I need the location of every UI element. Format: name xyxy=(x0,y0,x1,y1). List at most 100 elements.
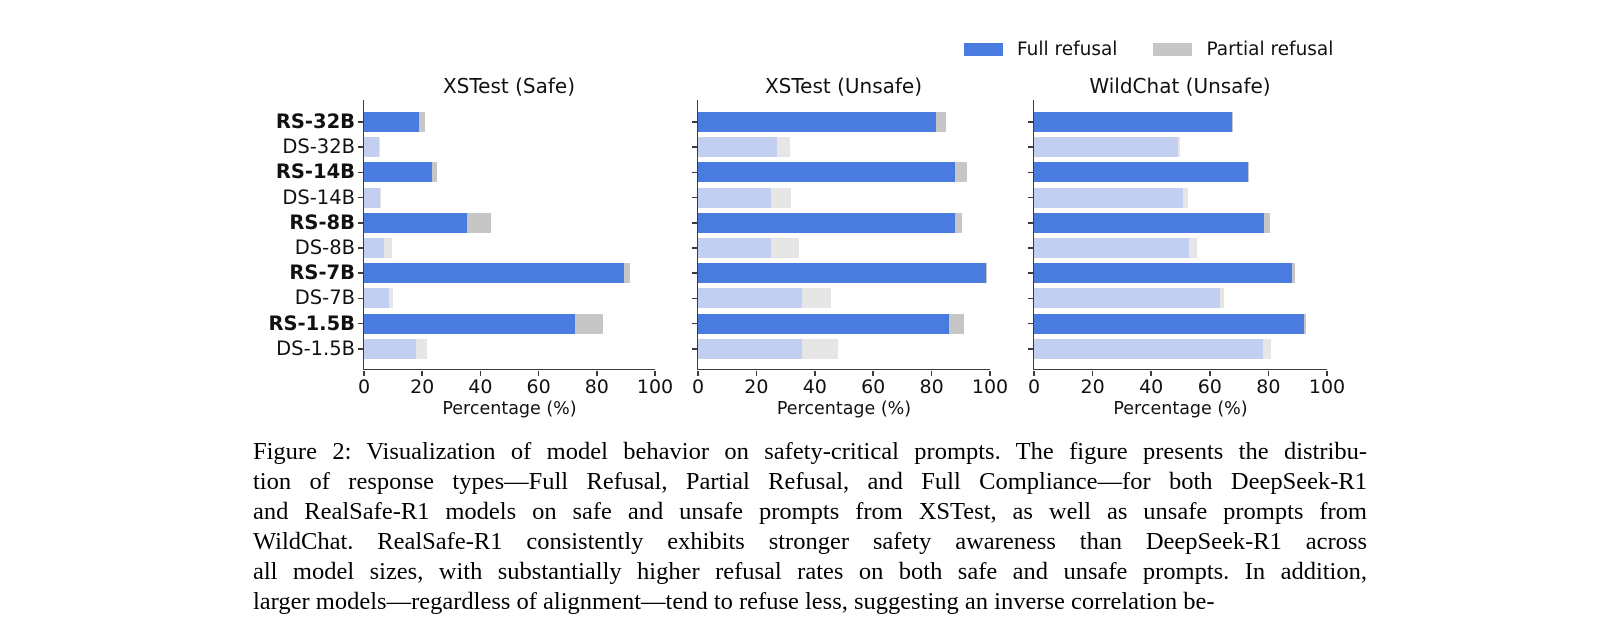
y-tick-mark xyxy=(357,272,363,274)
bar-partial-DS-1.5B xyxy=(1262,338,1272,359)
chart-panel-1: XSTest (Unsafe) Percentage (%) 0 20 40 60 80… xyxy=(691,74,1008,419)
x-tick-mark xyxy=(1033,371,1035,376)
y-label-RS-14B: RS-14B xyxy=(275,160,355,184)
bar-full-RS-8B xyxy=(698,212,955,233)
x-tick-label: 20 xyxy=(1080,376,1105,398)
x-tick-mark xyxy=(1150,371,1152,376)
y-tick-mark xyxy=(691,272,697,274)
bar-partial-DS-1.5B xyxy=(801,338,839,359)
bar-full-RS-32B xyxy=(364,112,420,132)
plot-area: Percentage (%) 0 20 40 60 80 100 xyxy=(357,100,673,419)
legend-label-partial-refusal: Partial refusal xyxy=(1206,39,1334,60)
bar-full-RS-14B xyxy=(364,162,433,183)
bar-partial-DS-8B xyxy=(1189,238,1197,258)
bar-full-RS-14B xyxy=(698,162,955,183)
bar-partial-DS-14B xyxy=(771,187,792,208)
bar-full-DS-32B xyxy=(698,137,777,158)
bar-full-DS-7B xyxy=(364,288,389,309)
y-tick-mark xyxy=(357,297,363,300)
x-tick-mark xyxy=(1091,371,1094,376)
x-tick-label: 0 xyxy=(691,376,705,398)
bar-full-RS-8B xyxy=(1034,212,1264,233)
bar-partial-DS-7B xyxy=(388,288,394,309)
figure-caption: Figure 2: Visualization of model behavio… xyxy=(253,437,1367,617)
y-tick-mark xyxy=(1027,348,1033,350)
bar-partial-RS-1.5B xyxy=(574,313,603,334)
caption-line: tion of response types—Full Refusal, Par… xyxy=(253,468,1367,495)
bar-partial-DS-8B xyxy=(384,238,392,258)
bar-partial-RS-8B xyxy=(467,212,491,233)
legend-item-full-refusal: Full refusal xyxy=(964,39,1117,60)
x-tick-mark xyxy=(363,371,365,376)
bar-full-DS-8B xyxy=(364,238,385,258)
bar-full-DS-1.5B xyxy=(1034,338,1263,359)
y-tick-mark xyxy=(357,322,363,325)
y-tick-mark xyxy=(691,196,697,199)
y-tick-mark xyxy=(691,171,697,174)
x-tick-mark xyxy=(1326,371,1328,376)
bar-full-DS-32B xyxy=(1034,137,1178,158)
caption-line: WildChat. RealSafe-R1 consistently exhib… xyxy=(253,528,1367,555)
bar-full-DS-14B xyxy=(698,187,771,208)
partial-refusal-swatch xyxy=(1153,43,1193,56)
x-tick-label: 80 xyxy=(919,376,944,398)
y-label-DS-1.5B: DS-1.5B xyxy=(276,336,355,360)
x-tick-label: 80 xyxy=(1256,376,1281,398)
x-tick-label: 20 xyxy=(410,376,435,398)
caption-line: Figure 2: Visualization of model behavio… xyxy=(253,438,1367,465)
bar-full-RS-32B xyxy=(1034,112,1232,132)
x-tick-mark xyxy=(872,371,874,376)
y-tick-mark xyxy=(691,247,697,249)
bar-partial-RS-8B xyxy=(1264,212,1270,233)
bar-full-RS-1.5B xyxy=(364,313,575,334)
y-tick-mark xyxy=(691,146,697,148)
bar-partial-RS-14B xyxy=(954,162,967,183)
full-refusal-swatch xyxy=(964,43,1003,56)
y-tick-mark xyxy=(1027,322,1033,325)
x-tick-label: 60 xyxy=(861,376,886,398)
x-tick-label: 0 xyxy=(357,376,371,398)
chart-legend: Full refusal Partial refusal xyxy=(964,39,1333,60)
bar-full-DS-1.5B xyxy=(698,338,802,359)
bar-full-RS-8B xyxy=(364,212,468,233)
bar-partial-RS-7B xyxy=(985,263,988,284)
chart-title-xstest-unsafe: XSTest (Unsafe) xyxy=(764,74,923,98)
bar-full-RS-32B xyxy=(698,112,936,132)
caption-line: larger models—regardless of alignment—te… xyxy=(253,588,1215,615)
x-tick-label: 80 xyxy=(584,376,609,398)
legend-label-full-refusal: Full refusal xyxy=(1017,39,1118,60)
y-tick-mark xyxy=(357,146,363,148)
y-tick-mark xyxy=(357,121,363,123)
x-tick-label: 40 xyxy=(468,376,493,398)
y-tick-mark xyxy=(357,222,363,224)
y-tick-mark xyxy=(1027,247,1033,249)
x-axis-label: Percentage (%) xyxy=(776,399,912,419)
legend-item-partial-refusal: Partial refusal xyxy=(1153,39,1333,60)
y-tick-mark xyxy=(691,121,697,123)
bar-partial-DS-7B xyxy=(801,288,831,309)
y-label-DS-8B: DS-8B xyxy=(294,236,355,260)
x-tick-label: 60 xyxy=(526,376,551,398)
y-label-RS-7B: RS-7B xyxy=(289,261,355,285)
y-tick-mark xyxy=(691,297,697,300)
x-tick-mark xyxy=(930,371,933,376)
y-tick-mark xyxy=(357,171,363,174)
bar-partial-RS-8B xyxy=(954,212,963,233)
x-tick-label: 100 xyxy=(971,376,1009,398)
x-tick-label: 100 xyxy=(636,376,674,398)
y-tick-mark xyxy=(1027,196,1033,199)
bar-full-DS-1.5B xyxy=(364,338,417,359)
chart-title-xstest-safe: XSTest (Safe) xyxy=(442,74,576,98)
y-label-RS-8B: RS-8B xyxy=(289,210,355,234)
x-tick-label: 100 xyxy=(1308,376,1346,398)
y-tick-mark xyxy=(691,322,697,325)
y-label-RS-32B: RS-32B xyxy=(275,110,355,134)
y-tick-mark xyxy=(357,348,363,350)
bar-partial-RS-14B xyxy=(1247,162,1250,183)
x-tick-mark xyxy=(814,371,816,376)
y-tick-mark xyxy=(1027,272,1033,274)
x-tick-mark xyxy=(537,371,540,376)
bar-full-RS-7B xyxy=(1034,263,1292,284)
chart-panel-0: XSTest (Safe) RS-32B DS-32B RS-14B DS-14B RS… xyxy=(268,74,673,419)
x-tick-label: 40 xyxy=(1139,376,1164,398)
